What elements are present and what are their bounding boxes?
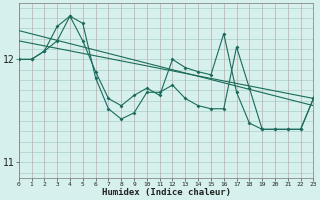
X-axis label: Humidex (Indice chaleur): Humidex (Indice chaleur) (101, 188, 231, 197)
